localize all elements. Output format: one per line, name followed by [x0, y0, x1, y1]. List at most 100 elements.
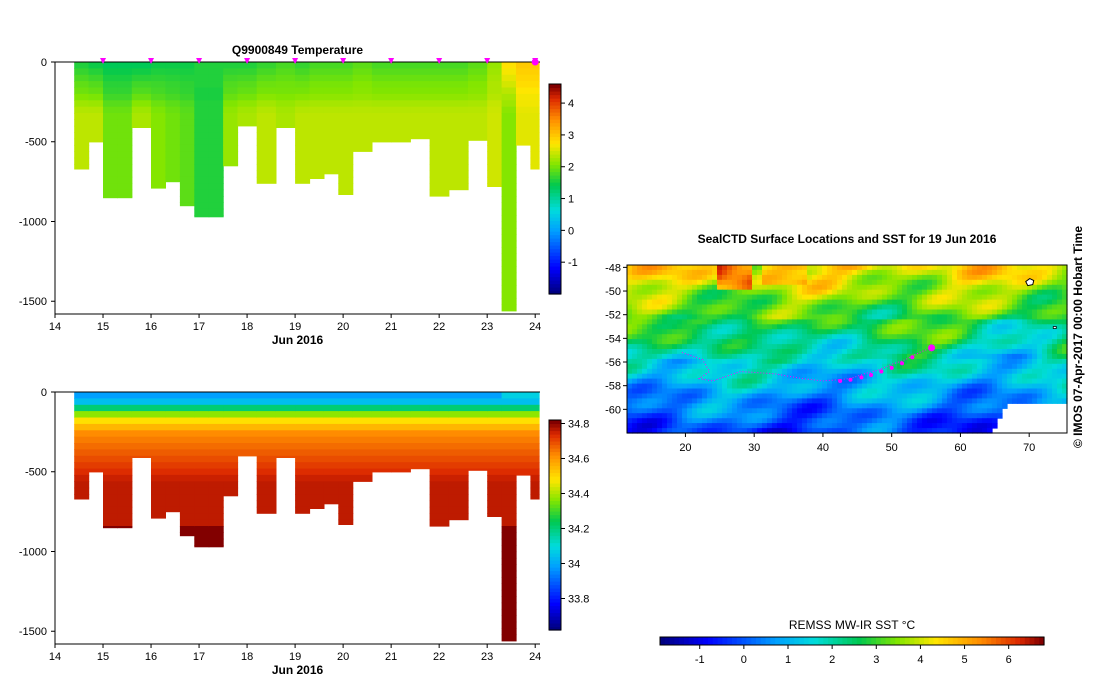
sst-cell — [787, 344, 793, 350]
sst-cell — [1007, 358, 1013, 365]
sst-cell — [1037, 329, 1043, 335]
sst-cell — [767, 373, 773, 380]
section-cell — [338, 132, 354, 140]
sst-cell — [897, 363, 903, 370]
sst-cell — [752, 274, 758, 281]
sst-cell — [682, 329, 688, 335]
section-cell — [323, 411, 339, 419]
section-cell — [194, 481, 210, 489]
sst-cell — [1002, 383, 1008, 390]
sst-cell — [867, 304, 873, 310]
sst-cell — [937, 358, 943, 365]
section-cell — [448, 183, 469, 191]
sst-cell — [1007, 368, 1013, 375]
sst-cell — [1017, 279, 1023, 286]
colorbar-segment — [549, 616, 561, 621]
section-cell — [179, 500, 195, 508]
sst-cell — [792, 408, 798, 414]
section-cell — [516, 62, 531, 69]
section-cell — [338, 106, 354, 114]
section-cell — [530, 93, 540, 101]
sst-cell — [762, 353, 768, 360]
section-cell — [165, 87, 181, 95]
sst-cell — [792, 383, 798, 390]
sst-cell — [912, 353, 918, 360]
sst-cell — [687, 373, 693, 380]
section-cell — [516, 462, 531, 470]
map-colorbar-segment — [1039, 637, 1045, 645]
sst-cell — [857, 423, 863, 429]
sst-cell — [967, 373, 973, 380]
sst-cell — [1047, 329, 1053, 335]
sst-cell — [882, 289, 888, 296]
section-cell — [410, 392, 431, 399]
section-cell — [179, 526, 195, 533]
sst-cell — [817, 309, 823, 315]
sst-cell — [632, 363, 638, 370]
sst-cell — [927, 265, 933, 271]
sst-cell — [957, 284, 963, 291]
sst-cell — [947, 294, 953, 301]
sst-cell — [967, 428, 973, 434]
sst-cell — [627, 344, 633, 350]
sst-cell — [997, 284, 1003, 291]
sst-cell — [967, 363, 973, 370]
section-cell — [208, 455, 224, 463]
map-y-tick-label: -48 — [605, 262, 621, 274]
sst-cell — [932, 388, 938, 394]
section-cell — [501, 113, 517, 120]
sst-cell — [727, 388, 733, 394]
sst-cell — [677, 378, 683, 385]
section-cell — [256, 487, 277, 495]
sst-cell — [677, 334, 683, 340]
sst-cell — [847, 324, 853, 330]
sst-cell — [752, 334, 758, 340]
sst-cell — [692, 294, 698, 301]
sst-cell — [632, 284, 638, 291]
sst-cell — [652, 349, 658, 355]
sst-cell — [967, 393, 973, 399]
sst-cell — [822, 408, 828, 414]
sst-cell — [937, 373, 943, 380]
sst-cell — [982, 309, 988, 315]
map-x-tick-label: 70 — [1023, 442, 1035, 454]
sst-cell — [1047, 368, 1053, 375]
section-cell — [103, 196, 118, 199]
section-cell — [448, 462, 469, 470]
sst-cell — [747, 265, 753, 271]
sst-cell — [742, 353, 748, 360]
sst-cell — [687, 388, 693, 394]
x-axis-label: Jun 2016 — [272, 333, 324, 347]
sst-cell — [932, 279, 938, 286]
sst-cell — [727, 403, 733, 409]
sst-cell — [922, 378, 928, 385]
sst-cell — [712, 358, 718, 365]
sst-cell — [977, 265, 983, 271]
sst-cell — [642, 378, 648, 385]
sst-cell — [902, 418, 908, 424]
sst-cell — [632, 334, 638, 340]
sst-cell — [782, 403, 788, 409]
sst-cell — [882, 319, 888, 325]
sst-cell — [677, 423, 683, 429]
sst-cell — [957, 408, 963, 414]
sst-cell — [707, 274, 713, 281]
section-cell — [256, 164, 277, 172]
colorbar-segment — [549, 84, 561, 89]
sst-cell — [922, 324, 928, 330]
sst-cell — [917, 279, 923, 286]
sst-cell — [787, 418, 793, 424]
sst-cell — [777, 403, 783, 409]
sst-cell — [987, 289, 993, 296]
sst-cell — [742, 265, 748, 271]
sst-cell — [992, 309, 998, 315]
section-cell — [295, 436, 311, 444]
colorbar-segment — [549, 626, 561, 631]
sst-cell — [947, 269, 953, 276]
sst-cell — [792, 304, 798, 310]
section-cell — [237, 62, 258, 69]
section-cell — [131, 100, 152, 108]
section-cell — [179, 513, 195, 521]
sst-cell — [772, 324, 778, 330]
sst-cell — [877, 413, 883, 419]
